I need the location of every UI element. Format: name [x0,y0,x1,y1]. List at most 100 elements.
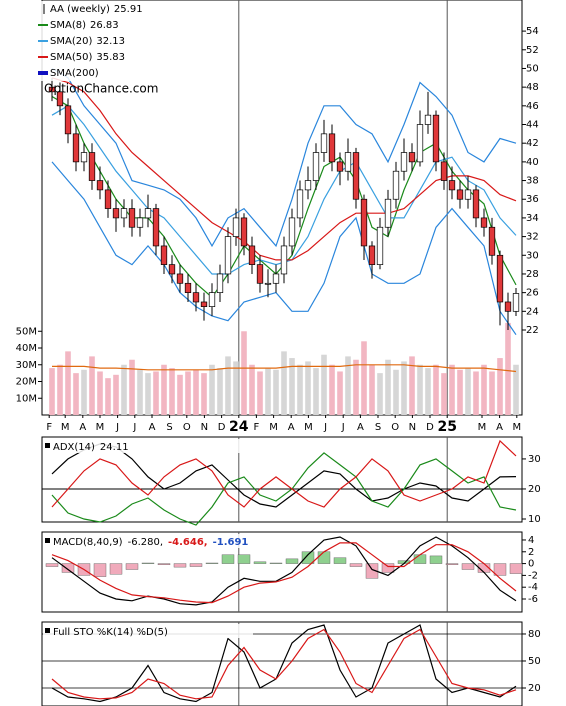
volume-bar [161,364,167,415]
candle-body [48,86,56,93]
legend-entry: SMA(20) 32.13 [50,36,125,47]
legend-name: SMA(200) [50,68,99,79]
candle-body [88,152,96,181]
candle-body [352,152,360,200]
volume-bar [393,369,399,415]
series-last-value: -4.646, [168,537,208,548]
candle-body [288,217,296,247]
indicator-line [51,452,517,526]
volume-bar [65,351,71,415]
volume-bar [313,368,319,415]
candle-body [408,152,416,163]
volume-bar [209,364,215,415]
x-tick-label: D [218,422,226,433]
volume-bar [185,371,191,415]
candle-body [80,152,88,163]
panel-frame [41,436,523,523]
candle-body [504,301,512,312]
candle-body [392,170,400,200]
candle-body [256,264,264,284]
histogram-bar [285,558,299,564]
candle-body [312,152,320,181]
y-tick-label: 28 [526,269,539,280]
panel-label: Full STO %K(14) %D(5) [53,627,168,638]
volume-bar [201,373,207,415]
candle-body [328,133,336,163]
legend-name: SMA(8) [50,20,86,31]
x-tick-label: M [304,422,313,433]
volume-bar [385,359,391,415]
candle-body [112,208,120,219]
volume-bar [169,368,175,415]
y-tick-label: 10 [528,514,541,525]
candle-body [440,161,448,181]
legend-value: 26.83 [90,20,119,31]
y2-tick-label: 10M [16,393,37,404]
histogram-bar [253,561,267,564]
volume-bar [289,358,295,415]
candle-body [344,152,352,172]
candle-body [416,124,424,163]
histogram-bar [445,563,459,565]
candle-body [432,114,440,163]
x-tick-label: S [375,422,381,433]
candle-body [232,217,240,237]
x-tick-label: F [254,422,260,433]
histogram-bar [221,554,235,564]
volume-bar [81,369,87,415]
y-tick-label: -6 [528,594,538,605]
candle-body [360,198,368,247]
volume-bar [113,374,119,415]
volume-bar [97,371,103,415]
candle-body [96,180,104,191]
histogram-bar [125,563,139,570]
x-tick-label: M [512,422,521,433]
y-tick-label: 50 [526,63,539,74]
candle-body [472,189,480,219]
x-tick-label: 25 [437,419,456,435]
y-tick-label: 54 [526,26,539,37]
x-tick-label: S [166,422,172,433]
candle-body [168,264,176,275]
candle-body [184,282,192,293]
candle-body [320,133,328,153]
y-tick-label: 50 [528,656,541,667]
candle-body [64,105,72,135]
histogram-bar [269,562,283,564]
y-tick-label: 20 [528,484,541,495]
volume-bar [281,351,287,415]
x-tick-label: A [288,422,295,433]
y-tick-label: 36 [526,194,539,205]
volume-bar [489,371,495,415]
y-tick-label: -2 [528,570,538,581]
x-tick-label: F [46,422,52,433]
indicator-line [51,536,517,606]
y2-tick-label: 20M [16,377,37,388]
legend-entry: AA (weekly) 25.91 [50,4,143,15]
band-lower [51,161,517,336]
histogram-bar [365,563,379,579]
y-tick-label: 44 [526,120,539,131]
volume-bar [273,369,279,415]
candle-body [272,273,280,284]
panel-frame [41,621,523,706]
histogram-bar [461,563,475,570]
candle-body [160,245,168,265]
volume-bar [193,369,199,415]
histogram-bar [109,563,123,575]
x-tick-label: A [496,422,503,433]
candle-body [496,254,504,303]
series-last-value: -6.280, [128,537,163,548]
legend-name: SMA(50) [50,52,92,63]
x-tick-label: O [183,422,191,433]
legend-name: SMA(20) [50,36,92,47]
histogram-bar [61,563,75,573]
volume-bar [513,364,519,415]
histogram-bar [189,563,203,567]
y-tick-label: 34 [526,213,539,224]
indicator-line [51,624,517,703]
volume-bar [121,364,127,415]
volume-bar [89,356,95,415]
volume-bar [377,373,383,415]
